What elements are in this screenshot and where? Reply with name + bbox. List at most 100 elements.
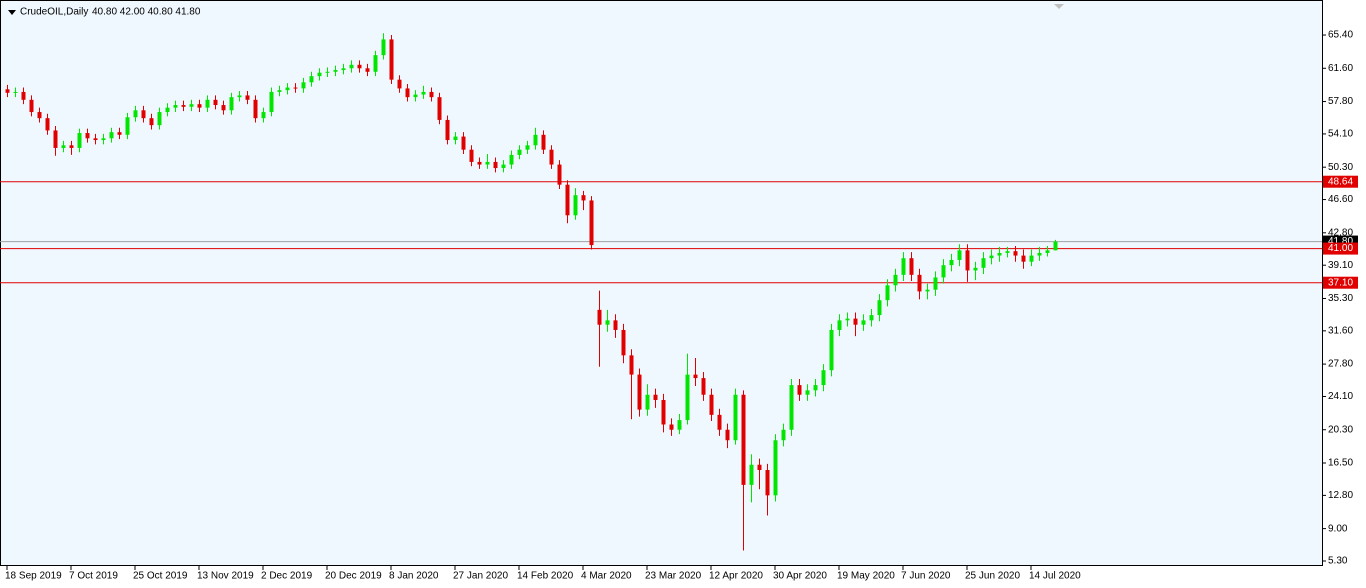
candle-body — [485, 161, 490, 165]
candle-body — [461, 136, 466, 150]
candle-body — [541, 134, 546, 150]
candle-body — [525, 145, 530, 150]
candle-body — [933, 277, 938, 290]
x-tick-label: 27 Jan 2020 — [453, 571, 508, 582]
candle-body — [261, 112, 266, 119]
candle-body — [381, 39, 386, 56]
candle-body — [773, 440, 778, 496]
candle-body — [253, 99, 258, 119]
candle-body — [845, 318, 850, 321]
y-tick-label: 65.40 — [1328, 30, 1353, 41]
candle-body — [373, 55, 378, 72]
candle-body — [421, 91, 426, 95]
candle-body — [701, 378, 706, 395]
candle-body — [173, 105, 178, 108]
x-tick-label: 13 Nov 2019 — [197, 571, 254, 582]
candle-body — [437, 97, 442, 120]
candle-body — [789, 385, 794, 430]
candle-body — [741, 394, 746, 485]
candle-body — [109, 132, 114, 139]
level-tag — [1323, 175, 1358, 188]
candle-body — [389, 39, 394, 80]
candle-body — [749, 464, 754, 485]
x-tick-label: 14 Feb 2020 — [517, 571, 574, 582]
candle-body — [429, 91, 434, 98]
candle-body — [645, 394, 650, 410]
candle-body — [69, 145, 74, 148]
candle-body — [997, 252, 1002, 256]
candle-body — [605, 320, 610, 325]
candle-body — [589, 200, 594, 246]
candle-body — [93, 138, 98, 141]
candle-body — [549, 149, 554, 165]
x-tick-label: 25 Oct 2019 — [133, 571, 188, 582]
level-tag-label: 48.64 — [1328, 176, 1353, 187]
candle-body — [37, 112, 42, 119]
y-tick-label: 5.30 — [1328, 556, 1348, 567]
candle-body — [245, 95, 250, 100]
candle-body — [165, 107, 170, 113]
candle-body — [5, 89, 10, 93]
candle-body — [301, 82, 306, 89]
y-tick-label: 50.30 — [1328, 162, 1353, 173]
candle-body — [29, 99, 34, 113]
x-tick-label: 12 Apr 2020 — [709, 571, 763, 582]
candle-body — [829, 329, 834, 371]
candle-body — [805, 390, 810, 395]
candle-body — [733, 394, 738, 441]
levels-layer — [0, 181, 1322, 284]
candle-body — [869, 315, 874, 321]
y-tick-label: 46.60 — [1328, 194, 1353, 205]
candle-body — [509, 154, 514, 165]
candle-body — [949, 259, 954, 266]
candle-body — [325, 71, 330, 73]
candle-body — [349, 64, 354, 69]
candle-body — [909, 258, 914, 275]
candle-body — [205, 99, 210, 108]
candle-body — [149, 118, 154, 126]
candle-body — [117, 132, 122, 135]
y-tick-label: 20.30 — [1328, 424, 1353, 435]
shift-marker — [1054, 4, 1064, 9]
candle-body — [1045, 250, 1050, 253]
y-tick-label: 54.10 — [1328, 129, 1353, 140]
candle-body — [477, 161, 482, 165]
y-tick-label: 39.10 — [1328, 260, 1353, 271]
candle-body — [13, 91, 18, 93]
y-tick-label: 31.60 — [1328, 325, 1353, 336]
candle-body — [413, 94, 418, 98]
x-tick-label: 23 Mar 2020 — [645, 571, 702, 582]
x-tick-label: 30 Apr 2020 — [773, 571, 827, 582]
y-tick-label: 42.80 — [1328, 227, 1353, 238]
menu-arrow[interactable] — [8, 10, 16, 15]
candle-body — [293, 87, 298, 89]
candle-body — [573, 195, 578, 216]
candle-body — [717, 414, 722, 430]
candle-body — [917, 274, 922, 292]
quote-values: 40.80 42.00 40.80 41.80 — [92, 7, 201, 18]
candle-body — [685, 374, 690, 421]
candle-body — [1029, 255, 1034, 262]
candle-body — [621, 329, 626, 356]
candle-body — [1037, 252, 1042, 256]
candle-body — [1005, 251, 1010, 253]
candle-body — [837, 320, 842, 330]
candle-body — [533, 134, 538, 146]
candle-body — [469, 149, 474, 162]
candle-body — [965, 250, 970, 271]
candle-body — [637, 374, 642, 410]
y-tick-label: 61.60 — [1328, 63, 1353, 74]
candle-body — [1021, 255, 1026, 262]
x-tick-label: 8 Jan 2020 — [389, 571, 439, 582]
x-tick-label: 4 Mar 2020 — [581, 571, 632, 582]
candle-body — [885, 285, 890, 301]
candle-body — [181, 105, 186, 107]
y-tick-label: 12.80 — [1328, 490, 1353, 501]
candle-body — [981, 258, 986, 268]
candle-body — [821, 370, 826, 386]
candle-body — [341, 68, 346, 71]
candle-body — [221, 105, 226, 111]
candle-body — [765, 469, 770, 496]
